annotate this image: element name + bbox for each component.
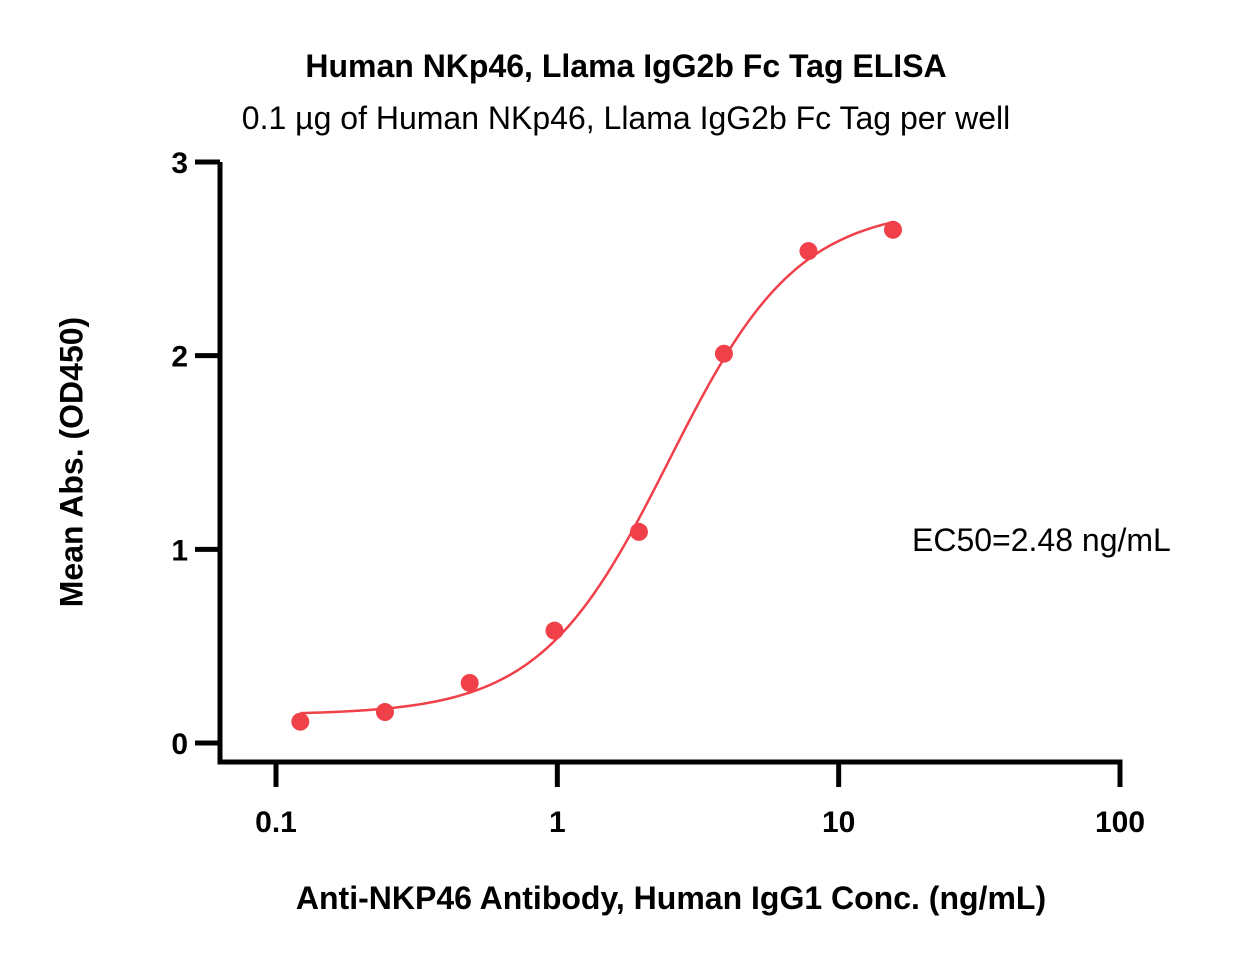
data-point [460, 673, 479, 692]
chart-title: Human NKp46, Llama IgG2b Fc Tag ELISA [305, 48, 947, 84]
data-points-layer [291, 220, 902, 731]
fit-curve-layer [300, 220, 894, 715]
y-tick-label: 1 [171, 534, 188, 567]
x-tick-label: 1 [549, 806, 566, 839]
x-tick-label: 100 [1095, 806, 1145, 839]
x-axis-label: Anti-NKP46 Antibody, Human IgG1 Conc. (n… [295, 880, 1047, 916]
axes: 0 1 2 3 0.1 1 10 100 [171, 147, 1145, 839]
y-tick-label: 0 [171, 728, 188, 761]
ec50-annotation: EC50=2.48 ng/mL [912, 522, 1171, 558]
data-point [545, 621, 564, 640]
data-point [883, 220, 902, 239]
fit-curve [300, 220, 894, 715]
data-point [291, 712, 310, 731]
y-tick-label: 2 [171, 341, 188, 374]
data-point [375, 703, 394, 722]
x-tick-label: 0.1 [255, 806, 297, 839]
data-point [629, 522, 648, 541]
y-tick-label: 3 [171, 147, 188, 180]
data-point [714, 344, 733, 363]
chart-subtitle: 0.1 µg of Human NKp46, Llama IgG2b Fc Ta… [241, 100, 1011, 136]
x-tick-label: 10 [822, 806, 855, 839]
y-axis-label: Mean Abs. (OD450) [53, 316, 90, 608]
data-point [799, 242, 818, 261]
